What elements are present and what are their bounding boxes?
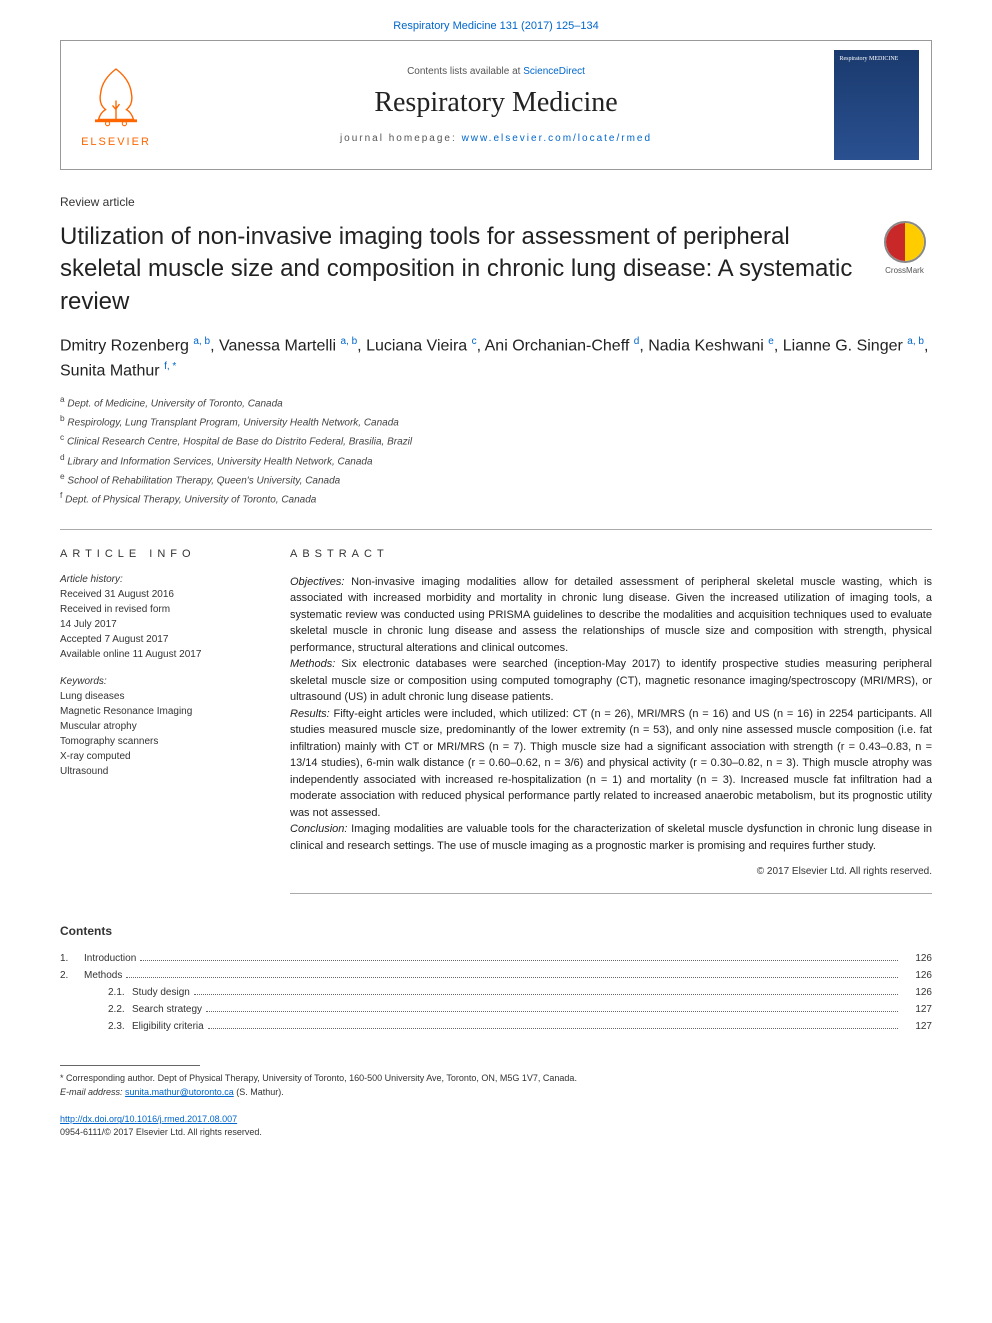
crossmark-label: CrossMark <box>877 266 932 275</box>
toc-page: 127 <box>902 1001 932 1018</box>
affiliation-item: b Respirology, Lung Transplant Program, … <box>60 412 932 431</box>
toc-label: Introduction <box>84 950 136 967</box>
publisher-name: ELSEVIER <box>81 136 151 148</box>
email-label: E-mail address: <box>60 1087 123 1097</box>
history-item: Accepted 7 August 2017 <box>60 632 260 647</box>
keyword-item: Tomography scanners <box>60 734 260 749</box>
keywords-label: Keywords: <box>60 676 260 687</box>
history-item: 14 July 2017 <box>60 617 260 632</box>
homepage-prefix: journal homepage: <box>340 133 462 144</box>
crossmark-button[interactable]: CrossMark <box>877 221 932 275</box>
corresponding-text: * Corresponding author. Dept of Physical… <box>60 1072 932 1086</box>
toc-row[interactable]: 1.Introduction 126 <box>60 950 932 967</box>
cover-title: Respiratory MEDICINE <box>840 56 913 62</box>
keyword-item: Ultrasound <box>60 764 260 779</box>
title-row: Utilization of non-invasive imaging tool… <box>60 221 932 318</box>
methods-label: Methods: <box>290 658 335 670</box>
toc-page: 126 <box>902 950 932 967</box>
affiliations: a Dept. of Medicine, University of Toron… <box>60 393 932 509</box>
info-heading: ARTICLE INFO <box>60 548 260 560</box>
keyword-item: Muscular atrophy <box>60 719 260 734</box>
toc-number: 2.3. <box>108 1018 132 1035</box>
toc-dots <box>206 1011 898 1012</box>
conclusion-text: Imaging modalities are valuable tools fo… <box>290 823 932 852</box>
toc-number: 1. <box>60 950 84 967</box>
affiliation-item: d Library and Information Services, Univ… <box>60 451 932 470</box>
affiliation-item: a Dept. of Medicine, University of Toron… <box>60 393 932 412</box>
toc-row[interactable]: 2.2.Search strategy 127 <box>60 1001 932 1018</box>
toc-dots <box>126 977 898 978</box>
toc-dots <box>208 1028 898 1029</box>
abstract-heading: ABSTRACT <box>290 548 932 560</box>
abstract: ABSTRACT Objectives: Non-invasive imagin… <box>290 548 932 895</box>
article-info: ARTICLE INFO Article history: Received 3… <box>60 548 260 895</box>
copyright: © 2017 Elsevier Ltd. All rights reserved… <box>290 866 932 877</box>
objectives-text: Non-invasive imaging modalities allow fo… <box>290 576 932 654</box>
journal-title: Respiratory Medicine <box>374 87 617 119</box>
doi-link[interactable]: http://dx.doi.org/10.1016/j.rmed.2017.08… <box>60 1114 237 1124</box>
sciencedirect-link[interactable]: ScienceDirect <box>523 66 585 77</box>
citation-link[interactable]: Respiratory Medicine 131 (2017) 125–134 <box>60 20 932 32</box>
keywords-list: Lung diseasesMagnetic Resonance ImagingM… <box>60 689 260 779</box>
toc-row[interactable]: 2.Methods 126 <box>60 967 932 984</box>
toc-row[interactable]: 2.3.Eligibility criteria 127 <box>60 1018 932 1035</box>
contents-available: Contents lists available at ScienceDirec… <box>407 66 585 77</box>
email-link[interactable]: sunita.mathur@utoronto.ca <box>125 1087 234 1097</box>
keyword-item: X-ray computed <box>60 749 260 764</box>
abstract-text: Objectives: Non-invasive imaging modalit… <box>290 574 932 855</box>
toc-page: 126 <box>902 967 932 984</box>
publisher-logo[interactable]: ELSEVIER <box>61 41 171 169</box>
journal-header: ELSEVIER Contents lists available at Sci… <box>60 40 932 170</box>
issn-copyright: 0954-6111/© 2017 Elsevier Ltd. All right… <box>60 1127 262 1137</box>
toc-label: Search strategy <box>132 1001 202 1018</box>
toc-number: 2.2. <box>108 1001 132 1018</box>
homepage-link[interactable]: www.elsevier.com/locate/rmed <box>462 133 653 144</box>
homepage-line: journal homepage: www.elsevier.com/locat… <box>340 133 652 144</box>
elsevier-tree-icon <box>81 62 151 132</box>
history-label: Article history: <box>60 574 260 585</box>
page: Respiratory Medicine 131 (2017) 125–134 … <box>0 0 992 1168</box>
toc-dots <box>140 960 898 961</box>
corresponding-footnote: * Corresponding author. Dept of Physical… <box>60 1072 932 1099</box>
email-suffix: (S. Mathur). <box>234 1087 284 1097</box>
conclusion-label: Conclusion: <box>290 823 347 835</box>
footnote-rule <box>60 1065 200 1066</box>
keyword-item: Magnetic Resonance Imaging <box>60 704 260 719</box>
article-type: Review article <box>60 195 932 209</box>
toc-dots <box>194 994 898 995</box>
toc-label: Methods <box>84 967 122 984</box>
methods-text: Six electronic databases were searched (… <box>290 658 932 703</box>
affiliation-item: c Clinical Research Centre, Hospital de … <box>60 431 932 450</box>
toc-number: 2. <box>60 967 84 984</box>
article-title: Utilization of non-invasive imaging tool… <box>60 221 857 318</box>
crossmark-icon <box>884 221 926 263</box>
info-abstract-row: ARTICLE INFO Article history: Received 3… <box>60 529 932 895</box>
journal-cover-wrap: Respiratory MEDICINE <box>821 41 931 169</box>
results-text: Fifty-eight articles were included, whic… <box>290 708 932 819</box>
toc-page: 127 <box>902 1018 932 1035</box>
toc-row[interactable]: 2.1.Study design 126 <box>60 984 932 1001</box>
affiliation-item: e School of Rehabilitation Therapy, Quee… <box>60 470 932 489</box>
table-of-contents: 1.Introduction1262.Methods1262.1.Study d… <box>60 950 932 1035</box>
keyword-item: Lung diseases <box>60 689 260 704</box>
history-item: Received 31 August 2016 <box>60 587 260 602</box>
authors: Dmitry Rozenberg a, b, Vanessa Martelli … <box>60 334 932 383</box>
toc-page: 126 <box>902 984 932 1001</box>
contents-prefix: Contents lists available at <box>407 66 523 77</box>
toc-label: Study design <box>132 984 190 1001</box>
objectives-label: Objectives: <box>290 576 344 588</box>
journal-cover[interactable]: Respiratory MEDICINE <box>834 50 919 160</box>
results-label: Results: <box>290 708 330 720</box>
toc-label: Eligibility criteria <box>132 1018 204 1035</box>
header-center: Contents lists available at ScienceDirec… <box>171 41 821 169</box>
bottom-block: http://dx.doi.org/10.1016/j.rmed.2017.08… <box>60 1113 932 1138</box>
history-item: Available online 11 August 2017 <box>60 647 260 662</box>
contents-heading: Contents <box>60 924 932 938</box>
affiliation-item: f Dept. of Physical Therapy, University … <box>60 489 932 508</box>
toc-number: 2.1. <box>108 984 132 1001</box>
history-list: Received 31 August 2016Received in revis… <box>60 587 260 662</box>
history-item: Received in revised form <box>60 602 260 617</box>
